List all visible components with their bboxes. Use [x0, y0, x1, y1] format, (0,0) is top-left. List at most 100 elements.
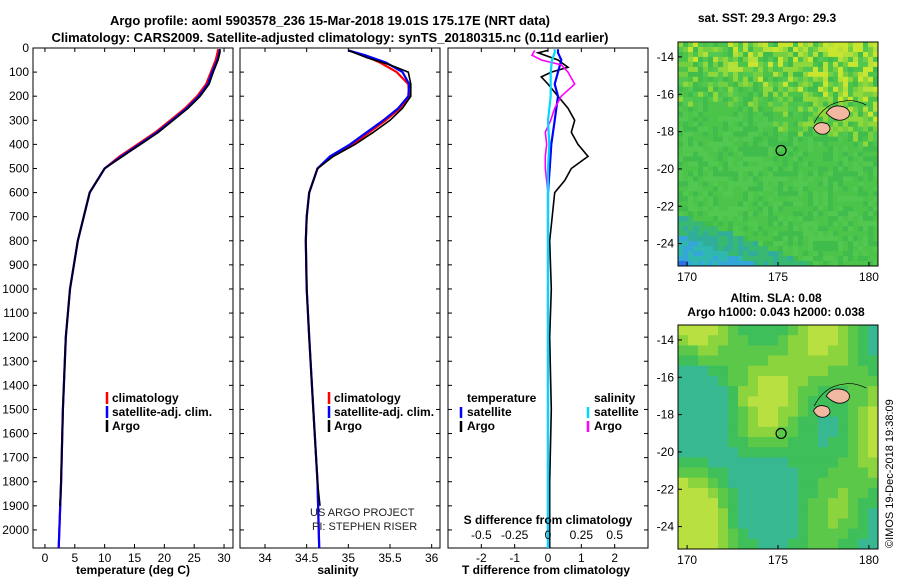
map-cell — [858, 251, 864, 257]
map-cell — [863, 81, 869, 88]
map-cell — [688, 191, 694, 197]
map-cell — [873, 86, 879, 93]
map-cell — [838, 141, 844, 147]
map-cell — [873, 136, 879, 142]
map-cell — [873, 126, 879, 132]
map-cell — [738, 251, 744, 257]
map-cell — [783, 221, 789, 227]
map-cell — [723, 86, 729, 93]
salinity-xlabel: salinity — [317, 563, 359, 577]
map-cell — [788, 96, 794, 103]
map-cell — [728, 528, 739, 540]
map-cell — [758, 121, 764, 127]
map-cell — [728, 406, 739, 418]
map-cell — [798, 528, 809, 540]
map-cell — [818, 396, 829, 407]
map-cell — [793, 191, 799, 197]
map-cell — [793, 251, 799, 257]
map-cell — [708, 76, 714, 83]
map-cell — [748, 166, 754, 172]
map-cell — [683, 186, 689, 192]
map-cell — [733, 71, 739, 78]
map-cell — [808, 52, 814, 58]
map-cell — [783, 141, 789, 147]
map-cell — [788, 176, 794, 182]
map-cell — [853, 171, 859, 177]
map-cell — [678, 211, 684, 217]
map-cell — [738, 47, 744, 53]
map-cell — [758, 236, 764, 242]
map-cell — [733, 106, 739, 113]
map-cell — [783, 226, 789, 232]
map-cell — [688, 111, 694, 118]
map-cell — [828, 161, 834, 167]
map-cell — [793, 231, 799, 237]
map-cell — [793, 66, 799, 73]
map-cell — [688, 96, 694, 103]
map-cell — [858, 211, 864, 217]
map-cell — [843, 91, 849, 98]
map-cell — [783, 42, 789, 48]
map-cell — [783, 161, 789, 167]
map-cell — [683, 61, 689, 68]
map-cell — [853, 241, 859, 247]
map-cell — [838, 131, 844, 137]
map-cell — [733, 236, 739, 242]
map-cell — [718, 196, 724, 202]
map-cell — [683, 181, 689, 187]
map-cell — [713, 246, 719, 252]
y-tick-label: 200 — [9, 89, 29, 103]
map-cell — [808, 231, 814, 237]
map-cell — [708, 201, 714, 207]
map-cell — [678, 101, 684, 108]
map-cell — [748, 186, 754, 192]
map-cell — [763, 221, 769, 227]
map-cell — [813, 106, 819, 113]
map-cell — [808, 467, 819, 479]
map-cell — [758, 201, 764, 207]
map-cell — [688, 86, 694, 93]
map-cell — [758, 538, 769, 550]
map-cell — [768, 406, 779, 418]
map-cell — [703, 251, 709, 257]
map-cell — [678, 86, 684, 93]
map-cell — [778, 236, 784, 242]
map-cell — [808, 206, 814, 212]
map-cell — [743, 106, 749, 113]
map-cell — [738, 126, 744, 132]
map-cell — [828, 81, 834, 88]
map-cell — [818, 528, 829, 540]
map-cell — [708, 116, 714, 123]
map-cell — [678, 325, 689, 336]
map-cell — [853, 141, 859, 147]
map-cell — [808, 261, 814, 267]
map-cell — [793, 56, 799, 63]
map-cell — [813, 251, 819, 257]
map-cell — [873, 141, 879, 147]
map-cell — [728, 416, 739, 428]
map-cell — [683, 161, 689, 167]
map-cell — [743, 52, 749, 58]
map-cell — [808, 136, 814, 142]
map-cell — [848, 121, 854, 127]
map-cell — [678, 416, 689, 428]
map-cell — [863, 52, 869, 58]
map-cell — [853, 146, 859, 152]
map-cell — [863, 106, 869, 113]
map-cell — [713, 146, 719, 152]
map-cell — [743, 86, 749, 93]
map-cell — [843, 121, 849, 127]
map-cell — [748, 498, 759, 509]
map-cell — [778, 196, 784, 202]
map-cell — [683, 221, 689, 227]
map-cell — [713, 126, 719, 132]
map-cell — [688, 56, 694, 63]
map-cell — [718, 42, 724, 48]
map-cell — [703, 231, 709, 237]
map-cell — [758, 345, 769, 356]
map-cell — [713, 251, 719, 257]
map-cell — [788, 71, 794, 78]
map-cell — [698, 111, 704, 118]
map-cell — [713, 216, 719, 222]
